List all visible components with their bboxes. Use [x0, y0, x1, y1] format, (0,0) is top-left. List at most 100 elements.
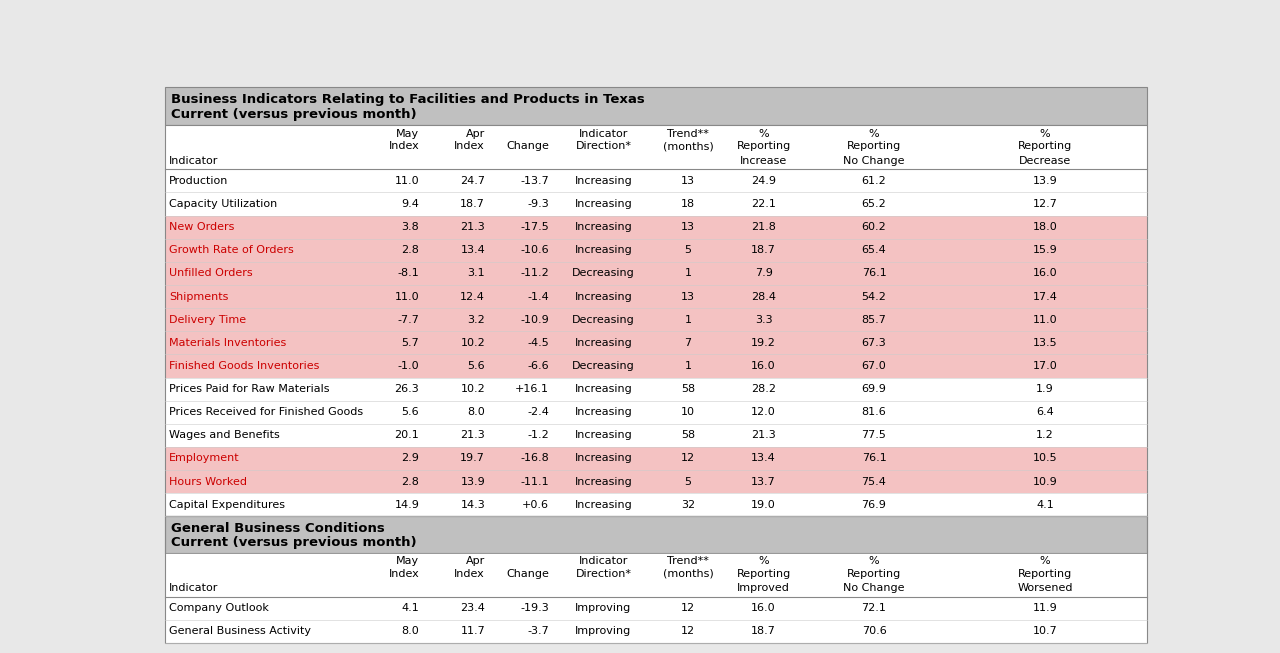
Text: 11.7: 11.7: [461, 626, 485, 637]
Bar: [165, 88, 1147, 125]
Text: 10.7: 10.7: [1033, 626, 1057, 637]
Text: Index: Index: [389, 141, 420, 151]
Text: 12: 12: [681, 626, 695, 637]
Text: 10: 10: [681, 407, 695, 417]
Text: 15.9: 15.9: [1033, 246, 1057, 255]
Text: Increasing: Increasing: [575, 292, 632, 302]
Text: Reporting: Reporting: [736, 141, 791, 151]
Text: Decreasing: Decreasing: [572, 268, 635, 278]
Text: 24.9: 24.9: [751, 176, 776, 186]
Text: Increasing: Increasing: [575, 199, 632, 209]
Text: 75.4: 75.4: [861, 477, 887, 486]
Text: 1.2: 1.2: [1036, 430, 1053, 440]
Text: 28.4: 28.4: [751, 292, 776, 302]
Bar: [165, 308, 1147, 331]
Text: 65.4: 65.4: [861, 246, 886, 255]
Text: 54.2: 54.2: [861, 292, 887, 302]
Text: Indicator: Indicator: [579, 129, 628, 139]
Bar: [165, 125, 1147, 169]
Text: 67.0: 67.0: [861, 361, 886, 371]
Text: Direction*: Direction*: [576, 569, 631, 579]
Text: 19.7: 19.7: [461, 453, 485, 464]
Text: 7: 7: [685, 338, 691, 348]
Text: 72.1: 72.1: [861, 603, 887, 613]
Text: 13: 13: [681, 292, 695, 302]
Bar: [165, 424, 1147, 447]
Text: -6.6: -6.6: [527, 361, 549, 371]
Text: (months): (months): [663, 569, 713, 579]
Text: Increasing: Increasing: [575, 338, 632, 348]
Text: Reporting: Reporting: [736, 569, 791, 579]
Text: 3.3: 3.3: [755, 315, 772, 325]
Text: Improving: Improving: [575, 603, 631, 613]
Text: 21.3: 21.3: [461, 430, 485, 440]
Text: 12: 12: [681, 603, 695, 613]
Text: 18.7: 18.7: [751, 626, 776, 637]
Text: Prices Received for Finished Goods: Prices Received for Finished Goods: [169, 407, 364, 417]
Text: 11.9: 11.9: [1033, 603, 1057, 613]
Text: Employment: Employment: [169, 453, 239, 464]
Text: 2.8: 2.8: [402, 246, 420, 255]
Text: 16.0: 16.0: [751, 361, 776, 371]
Text: No Change: No Change: [844, 155, 905, 165]
Text: 12: 12: [681, 453, 695, 464]
Text: 26.3: 26.3: [394, 384, 420, 394]
Text: Improved: Improved: [737, 583, 790, 593]
Text: Trend**: Trend**: [667, 556, 709, 566]
Text: 10.5: 10.5: [1033, 453, 1057, 464]
Text: 23.4: 23.4: [461, 603, 485, 613]
Text: Increase: Increase: [740, 155, 787, 165]
Text: Direction*: Direction*: [576, 141, 631, 151]
Text: 13: 13: [681, 176, 695, 186]
Text: 5: 5: [685, 246, 691, 255]
Bar: [165, 552, 1147, 597]
Bar: [165, 125, 1147, 517]
Text: 12.4: 12.4: [461, 292, 485, 302]
Bar: [165, 239, 1147, 262]
Text: 58: 58: [681, 430, 695, 440]
Text: May: May: [396, 129, 420, 139]
Text: 10.9: 10.9: [1033, 477, 1057, 486]
Bar: [165, 377, 1147, 401]
Text: -1.2: -1.2: [527, 430, 549, 440]
Text: 85.7: 85.7: [861, 315, 887, 325]
Text: -13.7: -13.7: [520, 176, 549, 186]
Text: -16.8: -16.8: [520, 453, 549, 464]
Text: 17.4: 17.4: [1033, 292, 1057, 302]
Text: Increasing: Increasing: [575, 384, 632, 394]
Text: 76.1: 76.1: [861, 268, 886, 278]
Text: %: %: [869, 129, 879, 139]
Bar: [165, 401, 1147, 424]
Text: Decrease: Decrease: [1019, 155, 1071, 165]
Text: 21.8: 21.8: [751, 222, 776, 232]
Text: Production: Production: [169, 176, 228, 186]
Text: 13.5: 13.5: [1033, 338, 1057, 348]
Bar: [165, 285, 1147, 308]
Text: Increasing: Increasing: [575, 176, 632, 186]
Text: -10.6: -10.6: [520, 246, 549, 255]
Text: 9.4: 9.4: [402, 199, 420, 209]
Text: 65.2: 65.2: [861, 199, 886, 209]
Text: 13.9: 13.9: [461, 477, 485, 486]
Text: %: %: [758, 556, 769, 566]
Text: Wages and Benefits: Wages and Benefits: [169, 430, 279, 440]
Bar: [165, 517, 1147, 643]
Text: 21.3: 21.3: [461, 222, 485, 232]
Text: Increasing: Increasing: [575, 453, 632, 464]
Text: Prices Paid for Raw Materials: Prices Paid for Raw Materials: [169, 384, 329, 394]
Text: 16.0: 16.0: [1033, 268, 1057, 278]
Text: 61.2: 61.2: [861, 176, 886, 186]
Text: 13.4: 13.4: [751, 453, 776, 464]
Text: 13: 13: [681, 222, 695, 232]
Text: Current (versus previous month): Current (versus previous month): [172, 108, 416, 121]
Text: Index: Index: [454, 141, 485, 151]
Text: +0.6: +0.6: [522, 500, 549, 510]
Text: Reporting: Reporting: [1018, 569, 1073, 579]
Text: 60.2: 60.2: [861, 222, 886, 232]
Bar: [165, 470, 1147, 493]
Text: 67.3: 67.3: [861, 338, 886, 348]
Text: 1.9: 1.9: [1036, 384, 1053, 394]
Text: 1: 1: [685, 361, 691, 371]
Text: 7.9: 7.9: [755, 268, 772, 278]
Text: Hours Worked: Hours Worked: [169, 477, 247, 486]
